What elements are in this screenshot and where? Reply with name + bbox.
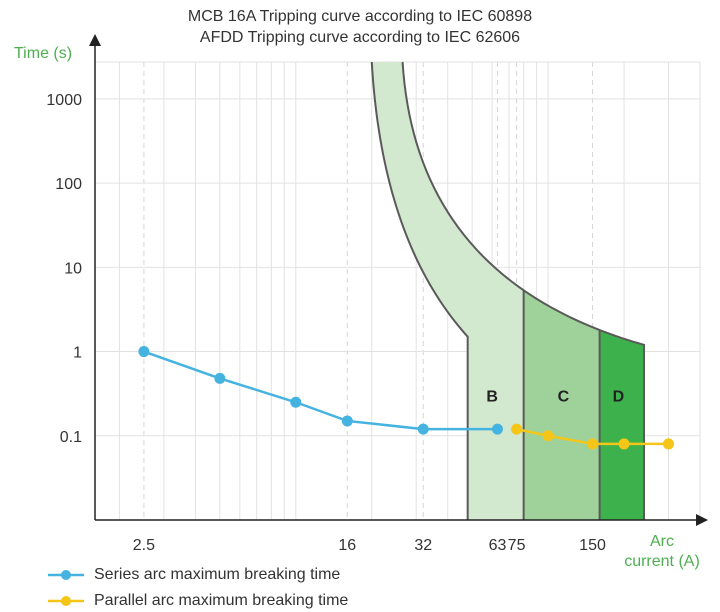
x-axis-title-line1: Arc xyxy=(650,533,674,550)
legend-label-parallel-arc: Parallel arc maximum breaking time xyxy=(94,592,349,609)
x-tick-label: 2.5 xyxy=(133,537,155,554)
tripping-bands: B C D xyxy=(370,61,646,520)
series-point-1 xyxy=(662,438,674,450)
y-axis-arrow xyxy=(89,34,101,46)
legend-item-series-arc: Series arc maximum breaking time xyxy=(48,564,340,586)
y-tick-label: 1000 xyxy=(46,92,82,109)
ticks: 2.5 16 32 63 75 150 0.1 1 10 100 1000 xyxy=(46,92,606,554)
series-point-0 xyxy=(138,346,150,358)
y-axis-title: Time (s) xyxy=(14,45,72,62)
axes xyxy=(89,34,708,526)
band-inner-edge xyxy=(370,61,469,520)
region-label-b: B xyxy=(486,389,498,406)
region-d xyxy=(599,330,645,520)
x-tick-label: 150 xyxy=(579,537,606,554)
x-tick-label: 63 xyxy=(489,537,507,554)
legend-item-parallel-arc: Parallel arc maximum breaking time xyxy=(48,590,348,612)
x-tick-label: 16 xyxy=(338,537,356,554)
series-line-0 xyxy=(143,350,498,431)
y-tick-label: 0.1 xyxy=(60,429,82,446)
x-axis-arrow xyxy=(696,514,708,526)
series-point-0 xyxy=(290,396,302,408)
series-point-0 xyxy=(214,372,226,384)
series-point-1 xyxy=(542,430,554,442)
series-point-1 xyxy=(511,423,523,435)
x-tick-label: 75 xyxy=(508,537,526,554)
series-point-0 xyxy=(491,423,503,435)
series-point-1 xyxy=(587,438,599,450)
series-point-0 xyxy=(341,415,353,427)
y-tick-label: 10 xyxy=(64,260,82,277)
chart-subtitle: AFDD Tripping curve according to IEC 626… xyxy=(199,29,521,46)
y-tick-label: 100 xyxy=(55,176,82,193)
x-axis-title-line2: current (A) xyxy=(624,553,700,570)
series-layer xyxy=(138,346,674,450)
series-point-1 xyxy=(618,438,630,450)
region-c xyxy=(523,290,600,520)
region-label-d: D xyxy=(613,389,625,406)
chart-title: MCB 16A Tripping curve according to IEC … xyxy=(187,8,533,25)
series-point-0 xyxy=(417,423,429,435)
region-b xyxy=(371,62,524,520)
legend-swatch-series-arc xyxy=(48,570,84,580)
legend-swatch-parallel-arc xyxy=(48,596,84,606)
band-outer-edge xyxy=(401,61,646,520)
legend-label-series-arc: Series arc maximum breaking time xyxy=(94,566,341,583)
region-label-c: C xyxy=(558,389,570,406)
y-tick-label: 1 xyxy=(73,345,82,362)
x-tick-label: 32 xyxy=(414,537,432,554)
